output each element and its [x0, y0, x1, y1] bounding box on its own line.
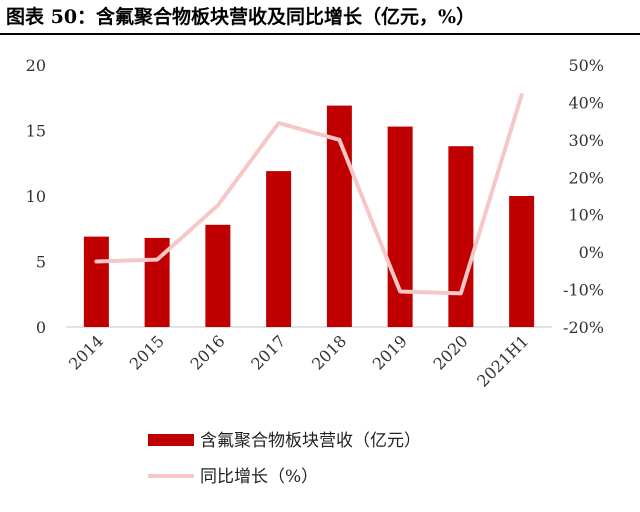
revenue-bar	[266, 171, 292, 327]
right-axis-tick-label: 30%	[568, 131, 604, 150]
right-axis-tick-label: 40%	[568, 93, 604, 112]
revenue-bar	[83, 236, 109, 327]
legend-label-growth: 同比增长（%）	[200, 467, 318, 487]
right-axis-tick-label: 20%	[568, 168, 604, 187]
left-axis-tick-label: 5	[36, 253, 46, 272]
right-axis-tick-label: 10%	[568, 206, 604, 225]
revenue-bar	[509, 196, 535, 327]
left-axis-tick-label: 10	[26, 187, 46, 206]
revenue-bar	[448, 146, 474, 327]
right-axis-tick-label: 50%	[568, 56, 604, 75]
x-axis-tick-label: 2021H1	[473, 331, 532, 390]
right-axis-tick-label: 0%	[579, 243, 604, 262]
right-axis-tick-label: -10%	[563, 281, 604, 300]
x-axis-tick-label: 2017	[247, 331, 289, 373]
x-axis-tick-label: 2020	[429, 331, 471, 373]
x-axis-tick-label: 2018	[308, 331, 350, 373]
title-underline	[0, 33, 640, 35]
left-axis-tick-label: 20	[26, 56, 46, 75]
right-axis-tick-label: -20%	[563, 318, 604, 337]
x-axis-tick-label: 2019	[369, 331, 411, 373]
left-axis-tick-label: 0	[36, 318, 46, 337]
legend-swatch-revenue	[148, 434, 194, 446]
left-axis-tick-label: 15	[26, 122, 46, 141]
x-axis-tick-label: 2014	[65, 331, 107, 373]
chart-title: 图表 50：含氟聚合物板块营收及同比增长（亿元，%）	[6, 6, 476, 28]
revenue-bar	[387, 126, 413, 327]
revenue-bar	[205, 224, 231, 327]
x-axis-tick-label: 2016	[186, 331, 228, 373]
x-axis-tick-label: 2015	[126, 331, 168, 373]
growth-line	[94, 92, 524, 296]
legend-label-revenue: 含氟聚合物板块营收（亿元）	[200, 431, 421, 451]
